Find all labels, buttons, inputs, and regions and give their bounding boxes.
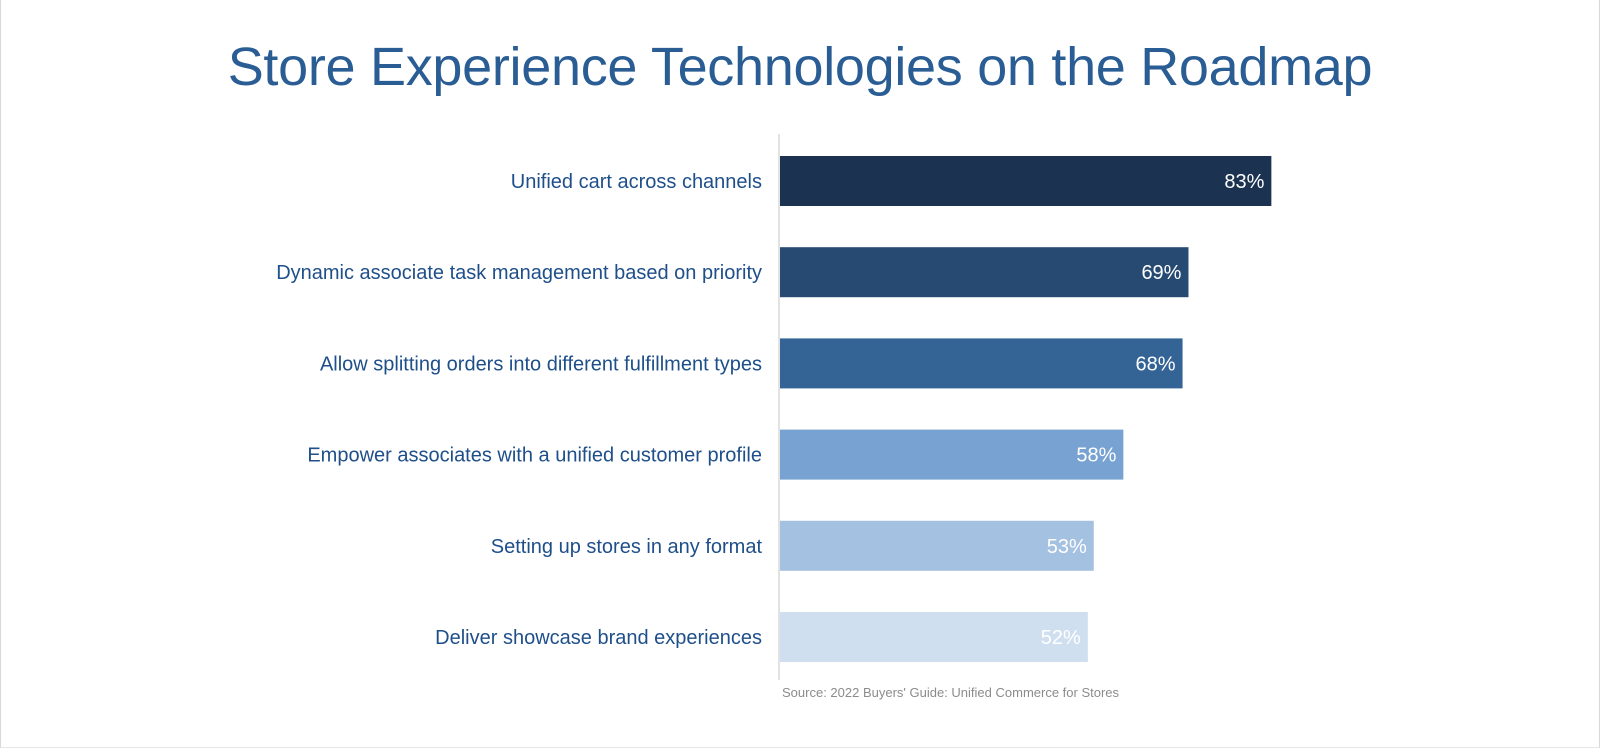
category-label-5: Setting up stores in any format — [491, 536, 763, 558]
chart-title: Store Experience Technologies on the Roa… — [227, 37, 1373, 97]
category-label-6: Deliver showcase brand experiences — [435, 627, 762, 649]
value-label-1: 83% — [1224, 171, 1264, 193]
bar-3 — [780, 338, 1183, 389]
value-label-5: 53% — [1047, 536, 1087, 558]
bars-layer: Unified cart across channels 83% Dynamic a… — [276, 156, 1272, 662]
category-label-2: Dynamic associate task management based … — [276, 262, 762, 284]
value-label-2: 69% — [1141, 262, 1181, 284]
bar-4 — [780, 429, 1124, 480]
value-label-4: 58% — [1076, 445, 1116, 467]
category-label-1: Unified cart across channels — [511, 171, 762, 193]
bar-2 — [780, 247, 1189, 298]
bar-5 — [780, 520, 1094, 571]
source-note: Source: 2022 Buyers' Guide: Unified Comm… — [782, 685, 1120, 700]
bar-1 — [780, 156, 1272, 206]
value-label-3: 68% — [1136, 353, 1176, 375]
value-label-6: 52% — [1041, 627, 1081, 649]
category-label-4: Empower associates with a unified custom… — [307, 445, 762, 467]
bar-6 — [780, 612, 1088, 662]
category-label-3: Allow splitting orders into different fu… — [320, 353, 762, 375]
